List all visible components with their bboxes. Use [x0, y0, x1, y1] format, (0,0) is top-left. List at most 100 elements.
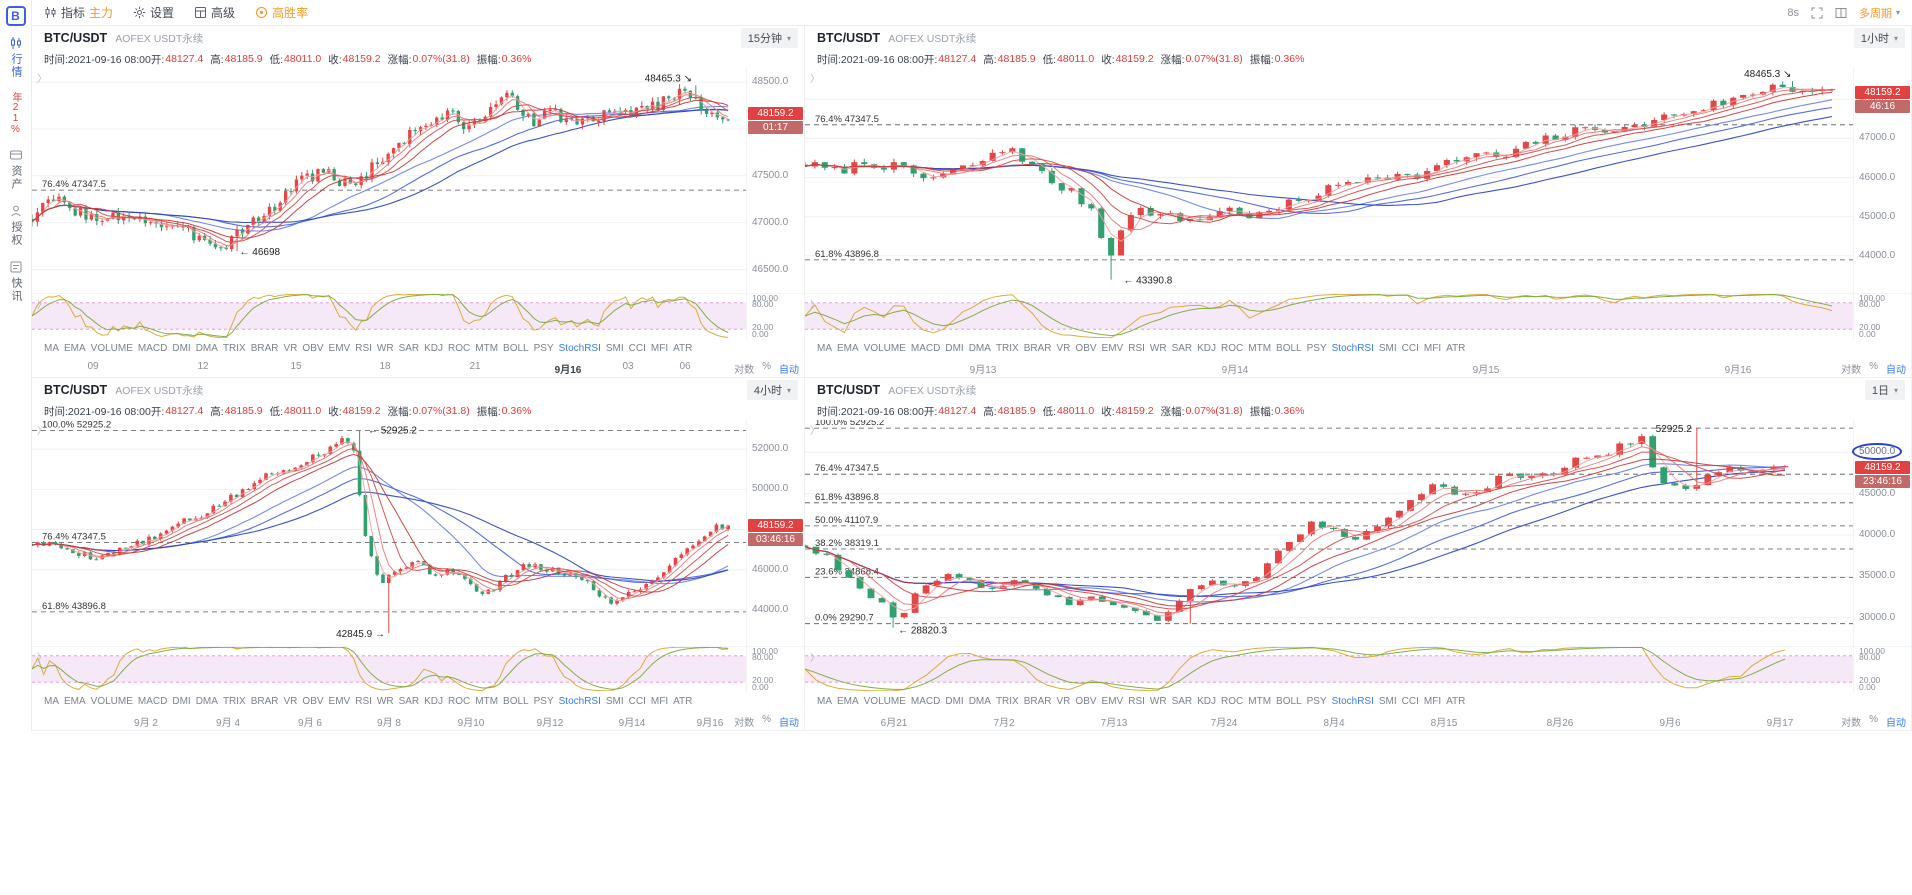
indicator-tab-emv[interactable]: EMV — [1101, 343, 1124, 354]
indicator-menu[interactable]: 指标 主力 — [44, 4, 113, 21]
indicator-tab-brar[interactable]: BRAR — [1023, 343, 1052, 354]
price-axis[interactable]: 48500.048000.047500.047000.046500.048159… — [746, 68, 804, 293]
fullscreen-icon[interactable] — [1811, 7, 1823, 19]
indicator-tab-sar[interactable]: SAR — [1171, 343, 1193, 354]
sidebar-item-news[interactable]: 快讯 — [9, 260, 23, 303]
collapse-chevron-icon[interactable]: 〉 — [37, 300, 47, 311]
axis-control-自动[interactable]: 自动 — [1886, 365, 1906, 376]
indicator-tab-ma[interactable]: MA — [817, 343, 832, 354]
axis-control-自动[interactable]: 自动 — [779, 365, 799, 376]
indicator-tab-cci[interactable]: CCI — [628, 696, 646, 707]
indicator-tab-ma[interactable]: MA — [44, 696, 59, 707]
indicator-tab-stochrsi[interactable]: StochRSI — [558, 343, 601, 354]
indicator-tab-atr[interactable]: ATR — [1446, 696, 1466, 707]
indicator-tab-obv[interactable]: OBV — [302, 696, 324, 707]
indicator-tab-boll[interactable]: BOLL — [1276, 696, 1302, 707]
axis-control-%[interactable]: % — [1869, 714, 1878, 725]
collapse-chevron-icon[interactable]: 〉 — [810, 653, 820, 664]
indicator-tab-mtm[interactable]: MTM — [1248, 343, 1272, 354]
indicator-tab-smi[interactable]: SMI — [1378, 696, 1397, 707]
indicator-tab-brar[interactable]: BRAR — [250, 343, 279, 354]
sidebar-item-authorize[interactable]: 授权 — [9, 204, 23, 247]
indicator-tab-kdj[interactable]: KDJ — [424, 343, 444, 354]
indicator-tab-obv[interactable]: OBV — [302, 343, 324, 354]
indicator-tab-smi[interactable]: SMI — [605, 343, 624, 354]
indicator-tab-ma[interactable]: MA — [44, 343, 59, 354]
time-axis[interactable]: 9月13 9月14 9月15 9月16 对数% 自动 — [805, 358, 1911, 377]
indicator-tab-dma[interactable]: DMA — [195, 343, 218, 354]
indicator-tab-rsi[interactable]: RSI — [355, 696, 372, 707]
indicator-tab-psy[interactable]: PSY — [1306, 343, 1327, 354]
time-axis[interactable]: 09 12 15 18 21 9月16 03 06 对数% 自动 — [32, 358, 804, 377]
indicator-tab-psy[interactable]: PSY — [1306, 696, 1327, 707]
timeframe-selector[interactable]: 1小时 ▾ — [1853, 28, 1905, 48]
collapse-chevron-icon[interactable]: 〉 — [810, 74, 820, 85]
indicator-tab-trix[interactable]: TRIX — [995, 343, 1019, 354]
price-axis[interactable]: 48000.047000.046000.045000.044000.048159… — [1853, 68, 1911, 293]
indicator-tab-kdj[interactable]: KDJ — [424, 696, 444, 707]
indicator-tab-cci[interactable]: CCI — [1401, 696, 1419, 707]
indicator-tab-atr[interactable]: ATR — [673, 343, 693, 354]
indicator-tab-roc[interactable]: ROC — [448, 696, 471, 707]
indicator-tab-mtm[interactable]: MTM — [475, 696, 499, 707]
collapse-chevron-icon[interactable]: 〉 — [810, 426, 820, 437]
indicator-tab-atr[interactable]: ATR — [1446, 343, 1466, 354]
indicator-tab-dmi[interactable]: DMI — [172, 343, 191, 354]
indicator-tab-mfi[interactable]: MFI — [650, 343, 669, 354]
candlestick-plot[interactable]: 〉 76.4% 47347.5 48465.3 ↘ ← 46698 48500.0 4… — [32, 68, 804, 293]
indicator-tab-emv[interactable]: EMV — [328, 696, 351, 707]
indicator-tab-mfi[interactable]: MFI — [1423, 696, 1442, 707]
indicator-tab-brar[interactable]: BRAR — [1023, 696, 1052, 707]
indicator-tab-rsi[interactable]: RSI — [1128, 343, 1145, 354]
indicator-tab-ema[interactable]: EMA — [837, 343, 859, 354]
candlestick-plot[interactable]: 〉 76.4% 47347.5 61.8% 43896.8 48465.3 ↘ ← 4… — [805, 68, 1911, 293]
price-axis[interactable]: 50000.0 45000.0 40000.0 35000.0 30000.0 48159… — [1852, 420, 1911, 646]
axis-control-%[interactable]: % — [762, 361, 771, 372]
oscillator-plot[interactable]: 〉 100.00 80.00 20.00 0.00 — [32, 646, 804, 692]
axis-control-%[interactable]: % — [1869, 361, 1878, 372]
indicator-tab-vr[interactable]: VR — [283, 343, 298, 354]
indicator-tab-roc[interactable]: ROC — [448, 343, 471, 354]
indicator-tab-rsi[interactable]: RSI — [1128, 696, 1145, 707]
axis-control-%[interactable]: % — [762, 714, 771, 725]
indicator-tab-cci[interactable]: CCI — [1401, 343, 1419, 354]
indicator-tab-stochrsi[interactable]: StochRSI — [1331, 696, 1374, 707]
oscillator-plot[interactable]: 〉 100.00 80.00 20.00 0.00 — [805, 293, 1911, 339]
indicator-tab-stochrsi[interactable]: StochRSI — [1331, 343, 1374, 354]
indicator-tab-mfi[interactable]: MFI — [1423, 343, 1442, 354]
split-screen-icon[interactable] — [1835, 7, 1847, 19]
collapse-chevron-icon[interactable]: 〉 — [37, 426, 47, 437]
indicator-tab-ema[interactable]: EMA — [64, 343, 86, 354]
indicator-tab-macd[interactable]: MACD — [137, 343, 168, 354]
indicator-tab-dmi[interactable]: DMI — [172, 696, 191, 707]
collapse-chevron-icon[interactable]: 〉 — [810, 300, 820, 311]
win-rate-button[interactable]: 高胜率 — [255, 4, 308, 21]
axis-control-自动[interactable]: 自动 — [1886, 718, 1906, 729]
indicator-tab-boll[interactable]: BOLL — [503, 696, 529, 707]
indicator-tab-wr[interactable]: WR — [376, 343, 394, 354]
indicator-tab-emv[interactable]: EMV — [1101, 696, 1124, 707]
indicator-tab-vr[interactable]: VR — [283, 696, 298, 707]
timeframe-selector[interactable]: 4小时 ▾ — [746, 380, 798, 400]
indicator-tab-wr[interactable]: WR — [1149, 343, 1167, 354]
indicator-tab-sar[interactable]: SAR — [1171, 696, 1193, 707]
indicator-tab-volume[interactable]: VOLUME — [90, 343, 133, 354]
indicator-tab-mfi[interactable]: MFI — [650, 696, 669, 707]
indicator-tab-volume[interactable]: VOLUME — [863, 696, 906, 707]
axis-control-对数[interactable]: 对数 — [734, 365, 755, 376]
indicator-tab-psy[interactable]: PSY — [533, 696, 554, 707]
axis-control-对数[interactable]: 对数 — [1841, 365, 1862, 376]
indicator-tab-stochrsi[interactable]: StochRSI — [558, 696, 601, 707]
timeframe-selector[interactable]: 1日 ▾ — [1864, 380, 1905, 400]
sidebar-item-assets[interactable]: 资产 — [9, 148, 23, 191]
indicator-tab-obv[interactable]: OBV — [1075, 696, 1097, 707]
indicator-tab-trix[interactable]: TRIX — [222, 696, 246, 707]
indicator-tab-emv[interactable]: EMV — [328, 343, 351, 354]
app-logo[interactable]: B — [5, 6, 26, 26]
indicator-tab-psy[interactable]: PSY — [533, 343, 554, 354]
sidebar-item-market[interactable]: 行情 — [9, 36, 23, 79]
indicator-tab-mtm[interactable]: MTM — [475, 343, 499, 354]
indicator-tab-sar[interactable]: SAR — [398, 343, 420, 354]
time-axis[interactable]: 9月 2 9月 4 9月 6 9月 8 9月10 9月12 9月14 9月16 对数% 自动 — [32, 711, 804, 730]
indicator-tab-smi[interactable]: SMI — [605, 696, 624, 707]
